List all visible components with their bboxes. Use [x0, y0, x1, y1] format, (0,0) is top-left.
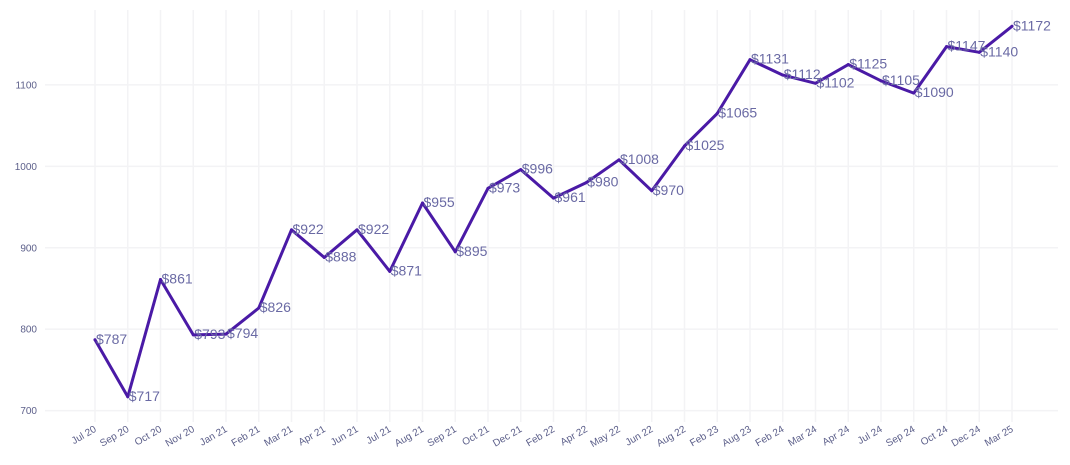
data-point: [879, 79, 883, 83]
data-point: [355, 228, 359, 232]
data-label: $1090: [915, 84, 954, 100]
data-label: $996: [522, 161, 553, 177]
x-tick-label: Mar 21: [263, 424, 296, 449]
x-tick-label: Mar 25: [983, 424, 1016, 449]
x-tick-label: Sep 20: [98, 424, 131, 450]
data-label: $922: [358, 221, 389, 237]
data-label: $717: [129, 388, 160, 404]
data-point: [945, 45, 948, 49]
data-point: [290, 228, 293, 232]
x-tick-label: Jan 21: [198, 424, 230, 449]
data-label: $1112: [784, 66, 821, 82]
data-label: $861: [162, 271, 193, 287]
data-point: [519, 168, 523, 172]
data-point: [977, 50, 981, 54]
data-point: [814, 81, 817, 85]
data-point: [421, 201, 424, 205]
x-tick-label: May 22: [589, 424, 623, 450]
x-tick-label: Feb 23: [688, 424, 721, 449]
x-tick-label: Apr 22: [559, 424, 590, 448]
data-point: [617, 158, 621, 162]
data-label: $1147: [948, 38, 986, 54]
data-point: [126, 395, 130, 399]
data-point: [1010, 24, 1014, 28]
x-tick-label: Dec 24: [950, 424, 983, 450]
data-label: $787: [96, 331, 127, 347]
data-point: [912, 91, 916, 95]
x-tick-label: Nov 20: [164, 424, 197, 450]
y-tick-label: 900: [20, 243, 37, 254]
data-point: [715, 111, 719, 115]
data-label: $1172: [1013, 17, 1051, 33]
x-tick-label: Jul 20: [70, 424, 99, 447]
data-label: $1140: [980, 43, 1018, 59]
data-point: [322, 256, 326, 260]
data-point: [453, 250, 457, 254]
data-label: $970: [653, 182, 684, 198]
data-point: [748, 58, 752, 62]
x-tick-label: Jun 22: [624, 424, 656, 449]
data-point: [486, 186, 490, 190]
data-point: [846, 63, 850, 67]
data-label: $871: [391, 262, 422, 278]
data-label: $1102: [817, 74, 855, 90]
y-tick-label: 800: [20, 325, 37, 336]
x-tick-label: Feb 21: [230, 424, 263, 449]
data-label: $961: [555, 189, 586, 205]
x-tick-label: Aug 21: [393, 424, 426, 450]
data-label: $1131: [751, 51, 789, 67]
data-point: [191, 333, 195, 337]
data-point: [650, 189, 654, 193]
x-tick-label: Aug 23: [721, 424, 754, 450]
data-label: $895: [456, 243, 487, 259]
x-tick-label: Mar 24: [787, 424, 820, 449]
data-label: $888: [325, 249, 356, 265]
data-label: $1008: [620, 151, 659, 167]
data-label: $794: [227, 325, 258, 341]
y-tick-label: 1100: [15, 80, 37, 91]
x-tick-label: Aug 22: [655, 424, 688, 450]
data-label: $980: [587, 174, 618, 190]
y-tick-label: 700: [20, 406, 37, 417]
data-point: [159, 278, 162, 282]
data-label: $1105: [882, 72, 920, 88]
data-label: $973: [489, 179, 520, 195]
data-point: [781, 73, 785, 77]
data-label: $955: [424, 194, 455, 210]
x-tick-label: Oct 20: [133, 424, 164, 448]
data-label: $1025: [686, 137, 725, 153]
x-tick-label: Oct 21: [460, 424, 491, 448]
data-label: $793: [194, 326, 225, 342]
data-label: $826: [260, 299, 291, 315]
data-label: $922: [293, 221, 324, 237]
x-tick-label: Apr 24: [821, 424, 852, 448]
x-tick-label: Jul 24: [856, 424, 885, 447]
data-point: [257, 306, 261, 310]
x-tick-label: Sep 21: [426, 424, 459, 450]
data-point: [683, 144, 686, 148]
x-tick-label: Feb 22: [525, 424, 558, 449]
data-point: [584, 181, 588, 185]
data-point: [93, 338, 97, 342]
data-point: [224, 332, 228, 336]
x-tick-label: Apr 21: [297, 424, 328, 448]
data-point: [552, 196, 555, 200]
x-tick-label: Feb 24: [754, 424, 787, 449]
data-label: $1065: [718, 104, 757, 120]
x-tick-label: Dec 21: [491, 424, 524, 450]
data-label: $1125: [849, 56, 887, 72]
x-tick-label: Jun 21: [329, 424, 361, 449]
data-point: [388, 269, 392, 273]
y-tick-label: 1000: [15, 162, 38, 173]
x-tick-label: Sep 24: [884, 424, 917, 450]
x-tick-label: Jul 21: [365, 424, 394, 447]
x-tick-label: Oct 24: [919, 424, 950, 448]
